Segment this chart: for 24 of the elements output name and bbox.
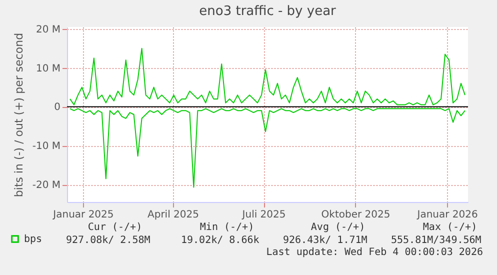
text: Cur (-/+) [88, 222, 142, 233]
line-series [69, 48, 466, 106]
text: 926.43k/ 1.71M [283, 235, 368, 246]
y-tick-label: -10 M [32, 141, 60, 152]
y-tick-label: 10 M [36, 63, 60, 74]
y-axis-title: bits in (-) / out (+) per second [12, 32, 26, 198]
y-tick-label: 0 [54, 102, 60, 114]
text: Avg (-/+) [310, 222, 366, 233]
x-tick-label: Juli 2025 [241, 210, 286, 220]
text: 19.02k/ 8.66k [181, 235, 260, 246]
x-tick-label: Januar 2025 [52, 210, 114, 220]
legend-label: bps [24, 234, 42, 245]
line-series [69, 108, 466, 188]
y-tick-label: -20 M [32, 180, 60, 191]
x-tick-label: Januar 2026 [416, 210, 478, 220]
text: Last update: Wed Feb 4 00:00:03 2026 [266, 247, 483, 258]
text: 927.08k/ 2.58M [66, 235, 150, 246]
x-tick-label: Oktober 2025 [321, 210, 390, 220]
chart-title: eno3 traffic - by year [199, 4, 337, 19]
text: Min (-/+) [200, 222, 254, 233]
text: Max (-/+) [422, 222, 478, 233]
x-tick-label: April 2025 [147, 210, 199, 220]
text: 555.81M/349.56M [391, 235, 482, 246]
y-tick-label: 20 M [36, 24, 60, 36]
